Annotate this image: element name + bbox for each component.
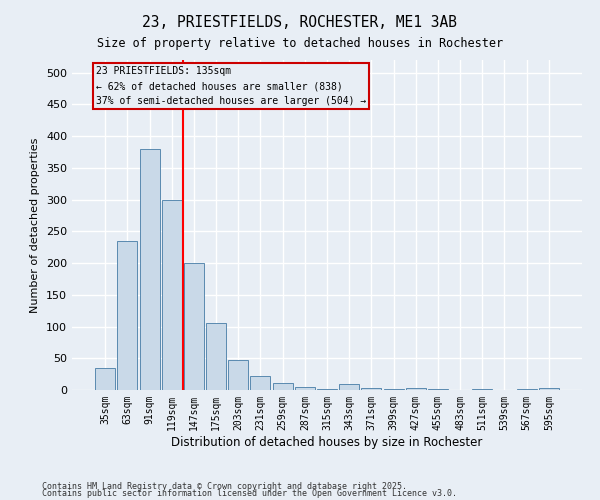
Bar: [539, 388, 559, 390]
Bar: [361, 388, 382, 390]
Bar: [272, 383, 293, 390]
Bar: [118, 241, 137, 390]
Bar: [295, 388, 315, 390]
Text: Contains public sector information licensed under the Open Government Licence v3: Contains public sector information licen…: [42, 490, 457, 498]
Text: 23, PRIESTFIELDS, ROCHESTER, ME1 3AB: 23, PRIESTFIELDS, ROCHESTER, ME1 3AB: [143, 15, 458, 30]
Bar: [206, 324, 226, 390]
Text: Contains HM Land Registry data © Crown copyright and database right 2025.: Contains HM Land Registry data © Crown c…: [42, 482, 407, 491]
Bar: [228, 360, 248, 390]
Bar: [162, 200, 182, 390]
Bar: [95, 368, 115, 390]
Text: 23 PRIESTFIELDS: 135sqm
← 62% of detached houses are smaller (838)
37% of semi-d: 23 PRIESTFIELDS: 135sqm ← 62% of detache…: [96, 66, 367, 106]
Bar: [184, 263, 204, 390]
Text: Size of property relative to detached houses in Rochester: Size of property relative to detached ho…: [97, 38, 503, 51]
Bar: [250, 376, 271, 390]
Y-axis label: Number of detached properties: Number of detached properties: [31, 138, 40, 312]
Bar: [140, 149, 160, 390]
Bar: [406, 388, 426, 390]
X-axis label: Distribution of detached houses by size in Rochester: Distribution of detached houses by size …: [172, 436, 482, 448]
Bar: [339, 384, 359, 390]
